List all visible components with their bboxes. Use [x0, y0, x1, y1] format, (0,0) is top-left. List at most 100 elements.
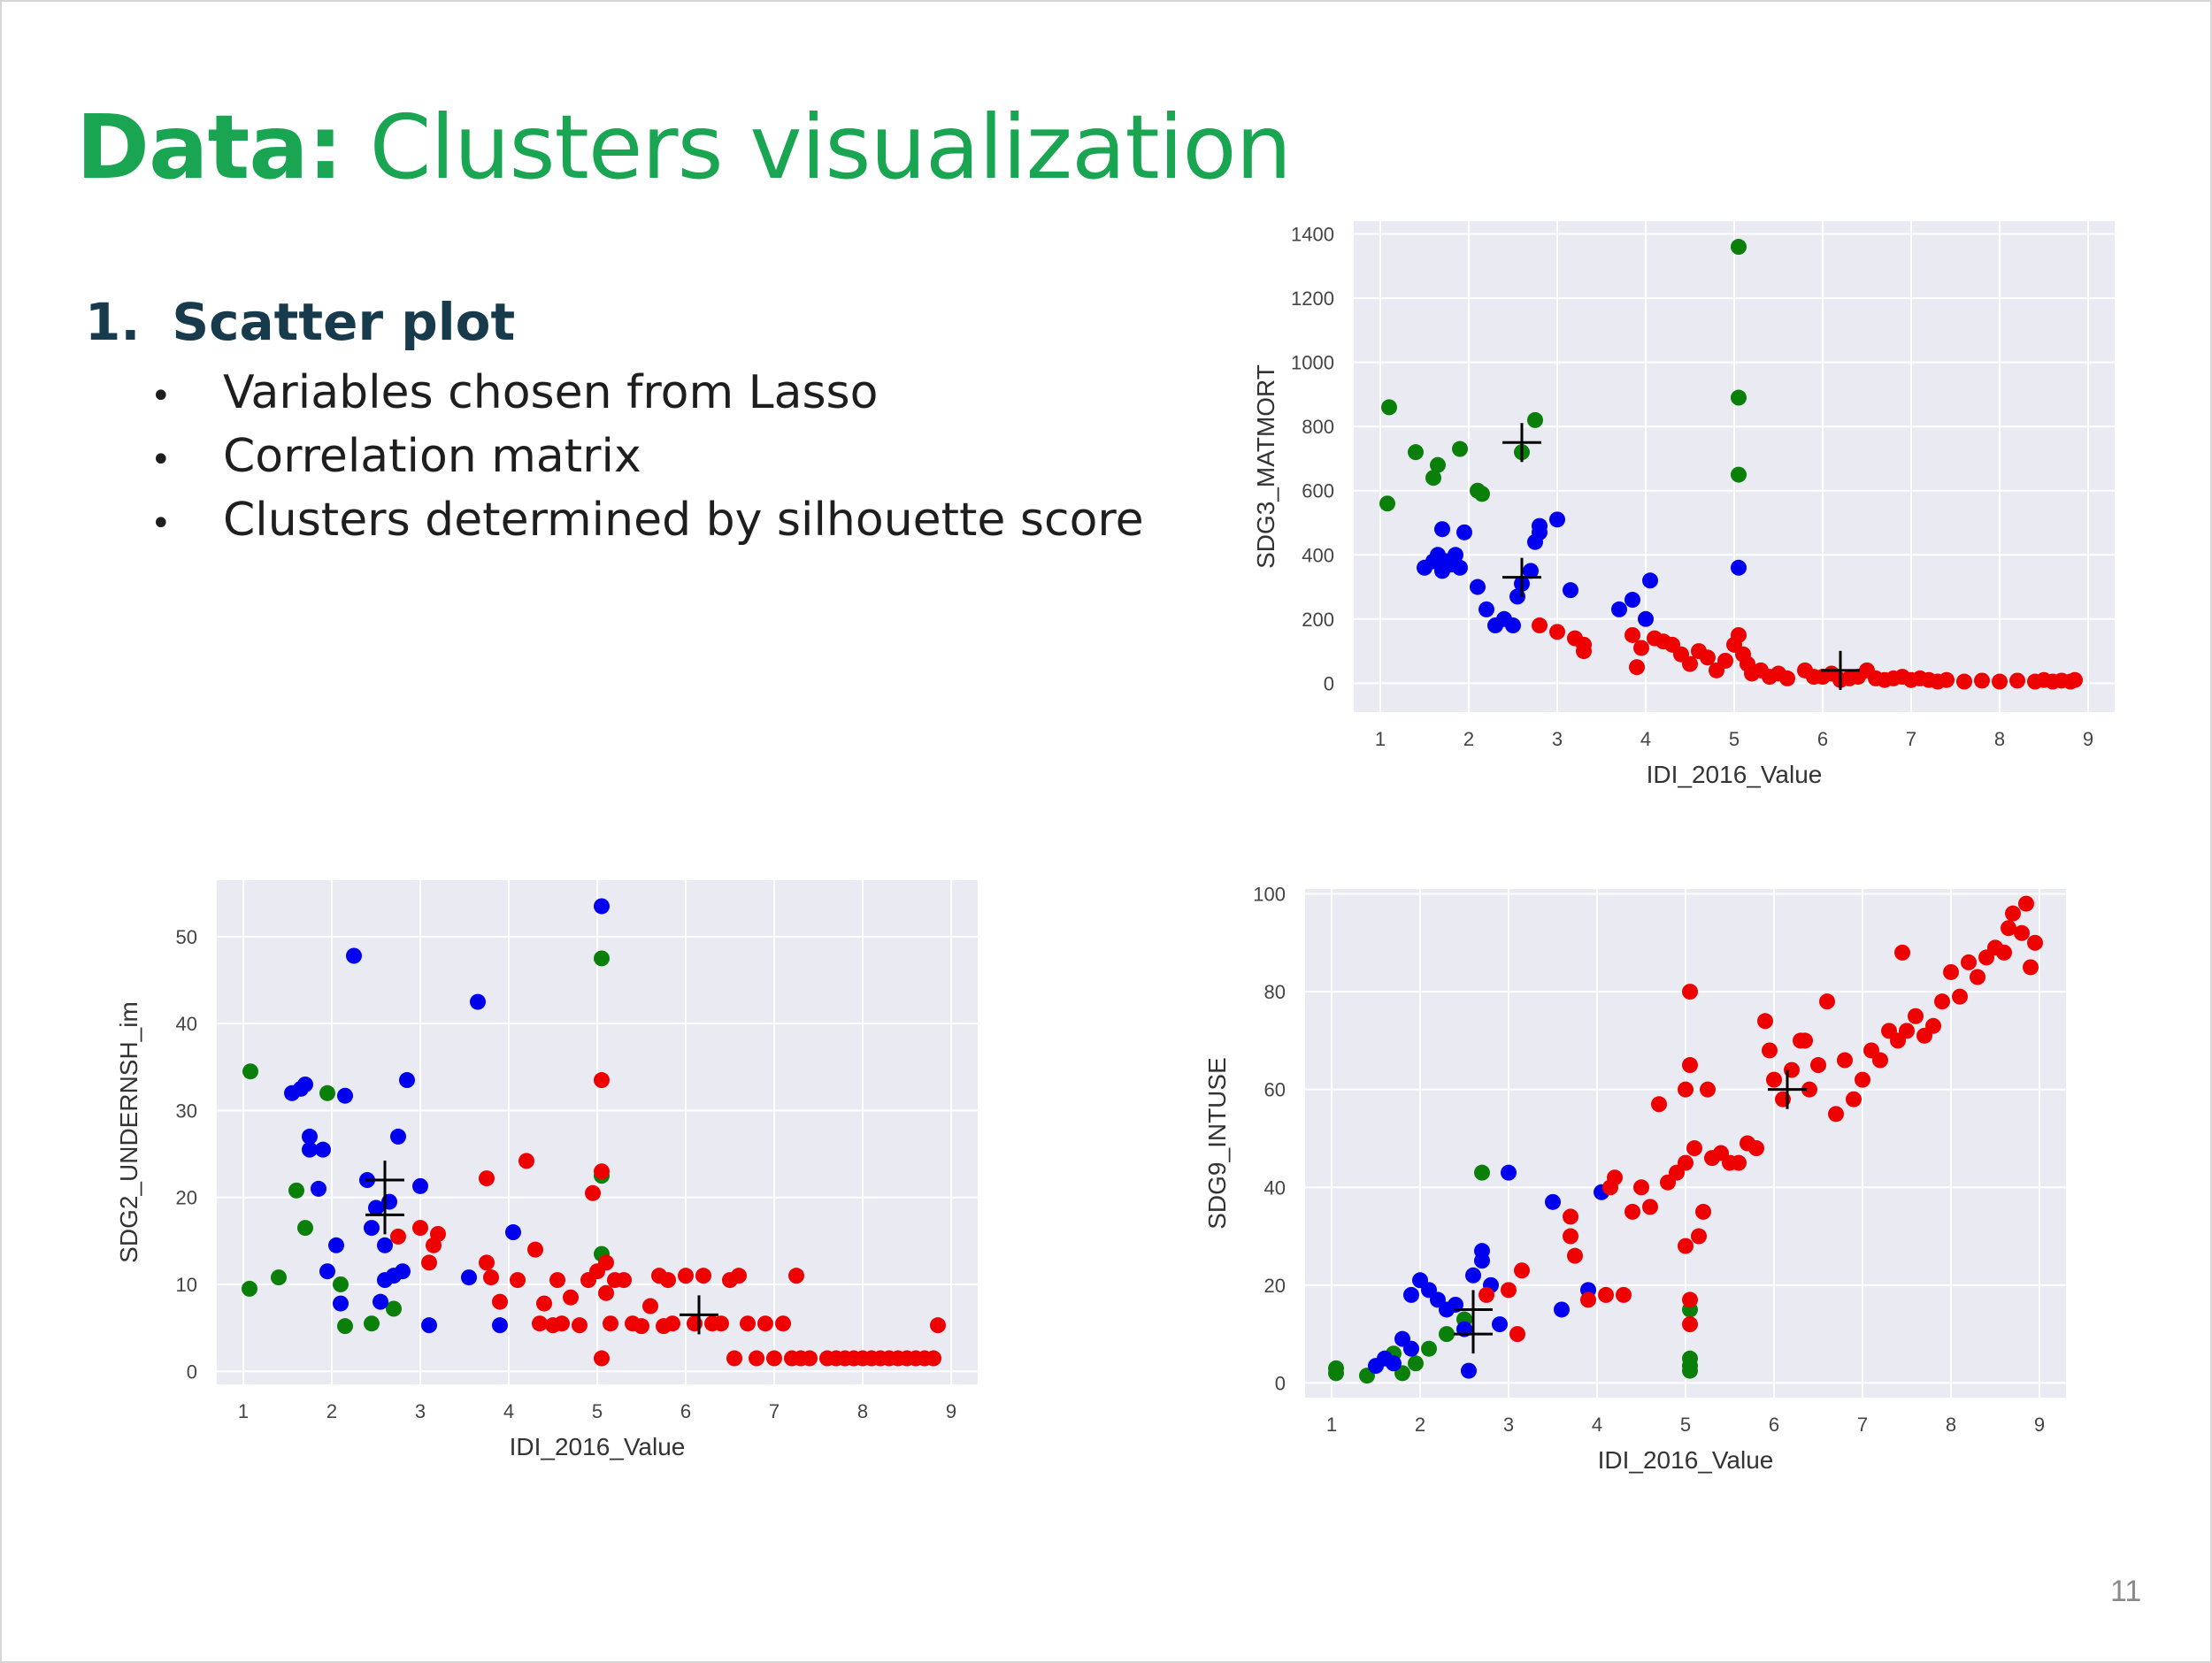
x-tick-label: 3 — [1552, 728, 1563, 750]
x-tick-label: 2 — [1463, 728, 1474, 750]
data-point — [386, 1300, 402, 1317]
x-tick-label: 6 — [1817, 728, 1828, 750]
data-point — [1943, 963, 1959, 980]
section-number: 1. — [85, 292, 141, 352]
data-point — [364, 1315, 380, 1332]
data-point — [319, 1084, 335, 1101]
data-point — [1766, 1071, 1782, 1088]
data-point — [302, 1141, 318, 1158]
data-point — [766, 1350, 782, 1367]
y-tick-label: 100 — [1253, 884, 1286, 906]
data-point — [1505, 617, 1521, 634]
data-point — [364, 1220, 380, 1237]
y-tick-label: 60 — [1264, 1079, 1286, 1101]
data-point — [775, 1315, 791, 1332]
data-point — [390, 1128, 406, 1145]
centroid-marker — [365, 1161, 404, 1200]
data-point — [1474, 486, 1490, 502]
x-tick-label: 6 — [1769, 1414, 1779, 1436]
title-bold: Data: — [76, 96, 343, 199]
y-tick-label: 600 — [1302, 480, 1334, 502]
data-point — [1992, 673, 2008, 690]
data-point — [598, 1254, 614, 1271]
x-tick-label: 2 — [1415, 1414, 1425, 1436]
data-point — [594, 1350, 610, 1367]
data-point — [492, 1293, 508, 1310]
data-point — [2067, 671, 2083, 688]
data-point — [421, 1254, 437, 1271]
data-point — [1651, 1096, 1667, 1113]
data-point — [1554, 1301, 1570, 1318]
y-tick-label: 10 — [176, 1274, 197, 1296]
data-point — [1642, 1199, 1658, 1215]
page-number: 11 — [2110, 1575, 2142, 1608]
data-point — [1563, 582, 1578, 599]
centroid-marker — [1454, 1314, 1493, 1354]
data-point — [1474, 1243, 1490, 1260]
data-point — [1682, 984, 1698, 1000]
data-point — [412, 1177, 428, 1194]
x-tick-label: 4 — [503, 1400, 514, 1422]
data-point — [1700, 649, 1716, 666]
data-point — [1598, 1286, 1614, 1303]
data-point — [1731, 389, 1747, 406]
data-point — [461, 1269, 477, 1286]
data-point — [271, 1269, 287, 1286]
data-point — [1974, 672, 1990, 689]
data-point — [634, 1318, 649, 1335]
data-point — [1695, 1203, 1711, 1220]
data-point — [1686, 1140, 1702, 1157]
data-point — [1748, 1140, 1764, 1157]
data-point — [311, 1180, 326, 1197]
data-point — [554, 1315, 570, 1332]
data-point — [1425, 470, 1441, 487]
data-point — [2001, 920, 2016, 937]
x-tick-label: 7 — [769, 1400, 780, 1422]
data-point — [1474, 1164, 1490, 1181]
x-tick-label: 9 — [2034, 1414, 2045, 1436]
y-tick-label: 800 — [1302, 416, 1334, 438]
data-point — [377, 1237, 393, 1253]
data-point — [1908, 1008, 1924, 1024]
data-point — [1328, 1360, 1344, 1376]
data-point — [1616, 1286, 1632, 1303]
data-point — [802, 1350, 818, 1367]
data-point — [1819, 993, 1835, 1010]
data-point — [1492, 1316, 1508, 1333]
title-rest: Clusters visualization — [369, 96, 1292, 199]
centroid-marker — [1502, 423, 1541, 463]
data-point — [1379, 495, 1395, 512]
data-point — [1837, 1052, 1853, 1069]
data-point — [297, 1076, 313, 1092]
data-point — [713, 1315, 729, 1332]
data-point — [1731, 626, 1747, 643]
centroid-marker — [1502, 557, 1541, 597]
data-point — [527, 1241, 543, 1258]
y-tick-label: 30 — [176, 1100, 197, 1122]
x-tick-label: 7 — [1906, 728, 1916, 750]
y-axis-label: SDG9_INTUSE — [1203, 1057, 1231, 1230]
data-point — [585, 1184, 601, 1201]
x-tick-label: 9 — [946, 1400, 956, 1422]
data-point — [1532, 617, 1548, 634]
x-tick-label: 1 — [238, 1400, 249, 1422]
data-point — [1642, 572, 1658, 589]
data-point — [660, 1272, 676, 1289]
data-point — [1731, 466, 1747, 483]
data-point — [1939, 671, 1955, 688]
data-point — [1691, 1228, 1707, 1245]
y-tick-label: 0 — [1275, 1372, 1286, 1394]
data-point — [1421, 1340, 1437, 1357]
data-point — [395, 1263, 411, 1280]
data-point — [1624, 592, 1640, 609]
data-point — [328, 1237, 344, 1253]
x-tick-label: 8 — [857, 1400, 868, 1422]
data-point — [1717, 652, 1733, 669]
y-axis-label: SDG2_UNDERNSH_im — [115, 1001, 142, 1263]
data-point — [1682, 1316, 1698, 1333]
data-point — [1872, 1052, 1888, 1069]
x-tick-label: 8 — [1994, 728, 2005, 750]
data-point — [757, 1315, 773, 1332]
data-point — [1386, 1355, 1402, 1372]
data-point — [1563, 1228, 1578, 1245]
